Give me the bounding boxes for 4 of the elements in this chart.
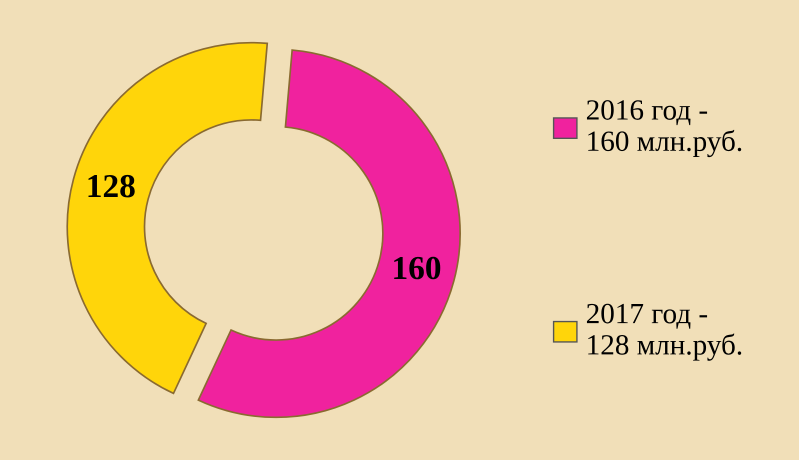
legend-label: 2016 год - 160 млн.руб.: [586, 100, 742, 158]
data-label: 128: [88, 174, 135, 198]
legend-label: 2017 год - 128 млн.руб.: [586, 304, 742, 361]
data-label: 160: [394, 256, 440, 280]
